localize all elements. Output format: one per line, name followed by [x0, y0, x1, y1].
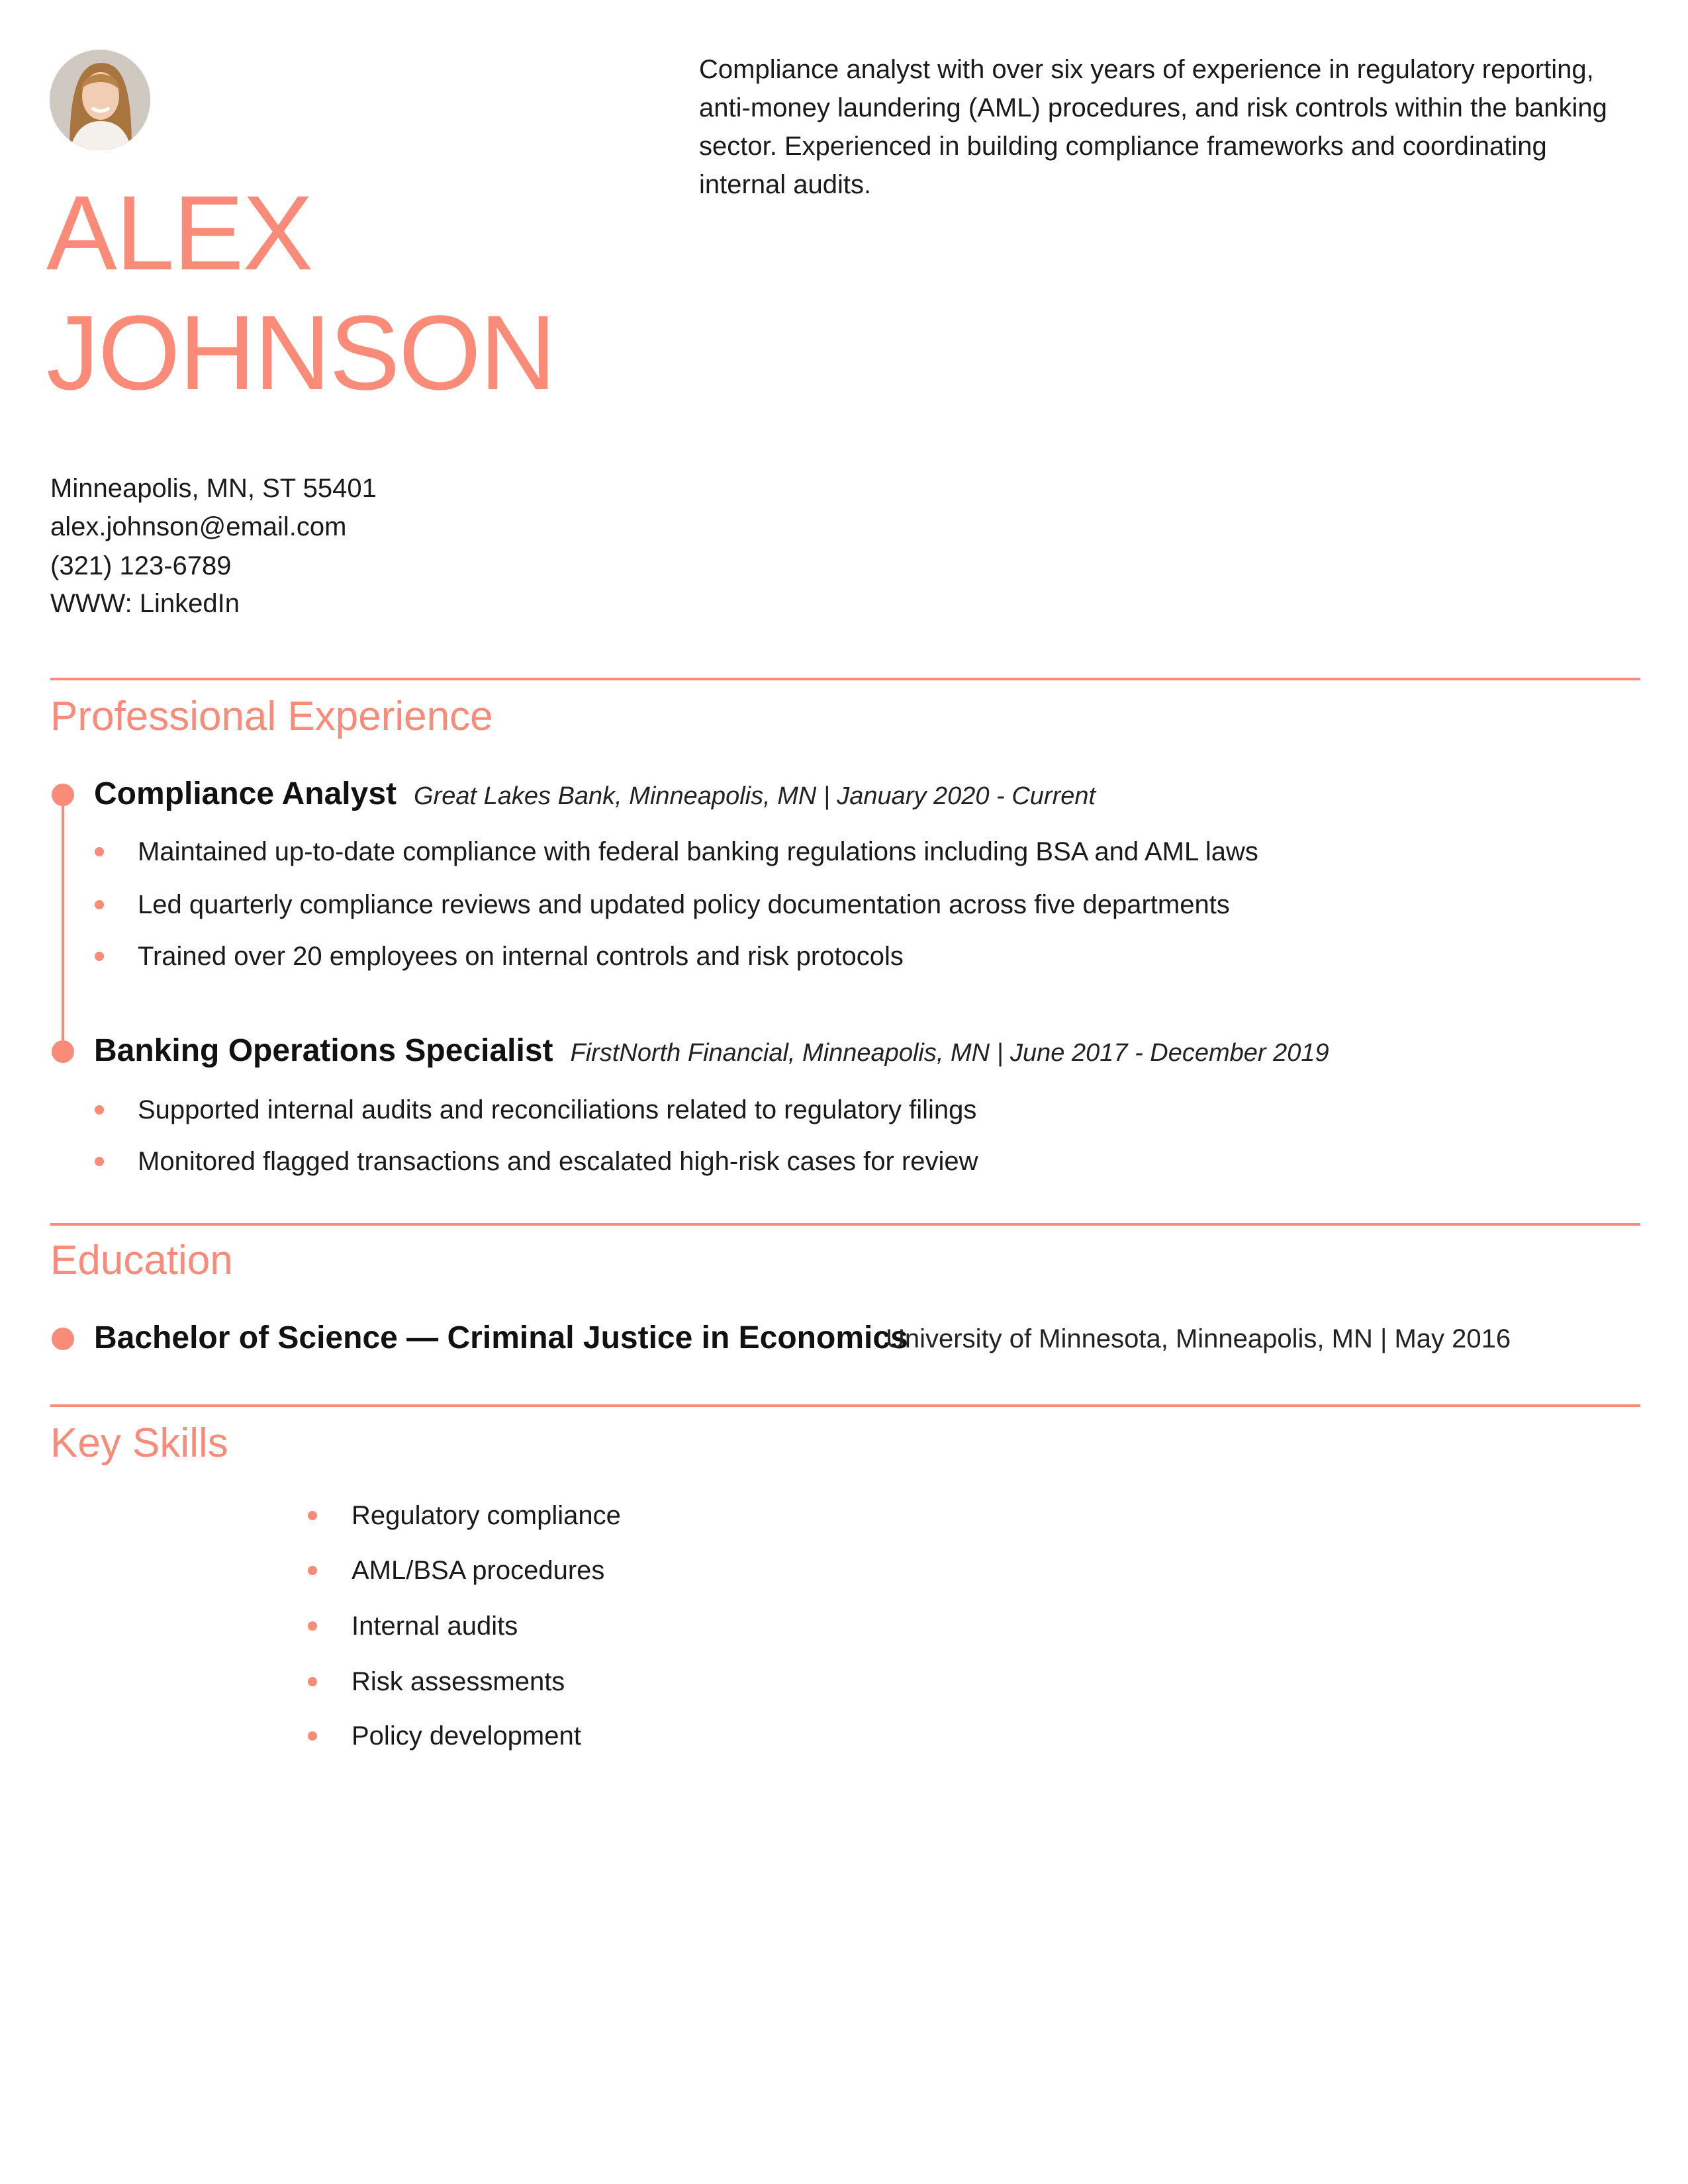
- contact-website[interactable]: WWW: LinkedIn: [50, 589, 240, 618]
- bullet-icon: [308, 1511, 317, 1520]
- bullet-icon: [95, 1157, 104, 1166]
- skills-heading: Key Skills: [50, 1420, 228, 1466]
- bullet-icon: [308, 1731, 317, 1741]
- section-divider: [50, 1404, 1640, 1407]
- skill-item: AML/BSA procedures: [352, 1556, 605, 1585]
- bullet-icon: [308, 1677, 317, 1686]
- job-bullet: Trained over 20 employees on internal co…: [138, 942, 904, 971]
- skill-item: Internal audits: [352, 1612, 518, 1641]
- timeline-dot-icon: [52, 784, 74, 806]
- job-title: Compliance Analyst: [94, 776, 397, 811]
- job-bullet: Led quarterly compliance reviews and upd…: [138, 890, 1230, 919]
- bullet-icon: [95, 900, 104, 909]
- bullet-icon: [308, 1566, 317, 1575]
- job-meta: FirstNorth Financial, Minneapolis, MN | …: [570, 1039, 1329, 1067]
- experience-heading: Professional Experience: [50, 694, 493, 739]
- skill-item: Policy development: [352, 1721, 581, 1751]
- skill-item: Risk assessments: [352, 1667, 565, 1696]
- avatar: [50, 50, 150, 150]
- contact-email[interactable]: alex.johnson@email.com: [50, 512, 347, 541]
- bullet-icon: [95, 1105, 104, 1115]
- education-dot-icon: [52, 1328, 74, 1350]
- school: University of Minnesota, Minneapolis, MN…: [886, 1324, 1511, 1353]
- bullet-icon: [95, 952, 104, 961]
- job-bullet: Maintained up-to-date compliance with fe…: [138, 837, 1258, 866]
- education-heading: Education: [50, 1238, 233, 1283]
- first-name: ALEX: [46, 173, 313, 292]
- section-divider: [50, 1223, 1640, 1226]
- bullet-icon: [95, 847, 104, 856]
- job-title: Banking Operations Specialist: [94, 1033, 553, 1068]
- timeline-line: [62, 795, 64, 1052]
- last-name: JOHNSON: [46, 293, 556, 412]
- timeline-dot-icon: [52, 1040, 74, 1063]
- job-header: Banking Operations Specialist FirstNorth …: [94, 1035, 1329, 1068]
- job-bullet: Supported internal audits and reconcilia…: [138, 1095, 977, 1124]
- contact-phone: (321) 123-6789: [50, 551, 232, 580]
- skill-item: Regulatory compliance: [352, 1501, 621, 1530]
- job-bullet: Monitored flagged transactions and escal…: [138, 1147, 978, 1176]
- profile-photo-icon: [50, 50, 150, 150]
- section-divider: [50, 678, 1640, 680]
- job-header: Compliance Analyst Great Lakes Bank, Minn…: [94, 778, 1096, 811]
- bullet-icon: [308, 1621, 317, 1631]
- contact-address: Minneapolis, MN, ST 55401: [50, 474, 377, 503]
- profile-summary: Compliance analyst with over six years o…: [699, 55, 1607, 199]
- degree: Bachelor of Science — Criminal Justice i…: [94, 1320, 908, 1355]
- job-meta: Great Lakes Bank, Minneapolis, MN | Janu…: [414, 782, 1096, 810]
